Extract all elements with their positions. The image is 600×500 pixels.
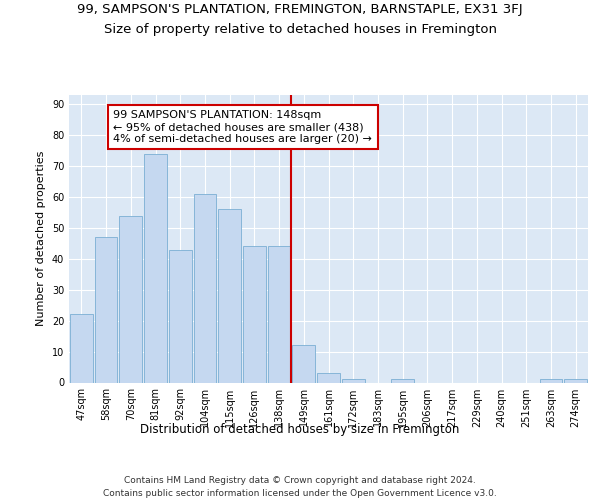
Bar	[342, 380, 365, 382]
Text: Size of property relative to detached houses in Fremington: Size of property relative to detached ho…	[104, 22, 497, 36]
Bar	[391, 380, 414, 382]
Bar	[218, 210, 241, 382]
Bar	[539, 380, 562, 382]
Bar	[70, 314, 93, 382]
Y-axis label: Number of detached properties: Number of detached properties	[36, 151, 46, 326]
Bar	[194, 194, 216, 382]
Bar	[169, 250, 191, 382]
Bar	[317, 373, 340, 382]
Bar	[292, 346, 315, 383]
Text: 99, SAMPSON'S PLANTATION, FREMINGTON, BARNSTAPLE, EX31 3FJ: 99, SAMPSON'S PLANTATION, FREMINGTON, BA…	[77, 2, 523, 16]
Bar	[144, 154, 167, 382]
Text: 99 SAMPSON'S PLANTATION: 148sqm
← 95% of detached houses are smaller (438)
4% of: 99 SAMPSON'S PLANTATION: 148sqm ← 95% of…	[113, 110, 373, 144]
Bar	[243, 246, 266, 382]
Text: Contains HM Land Registry data © Crown copyright and database right 2024.
Contai: Contains HM Land Registry data © Crown c…	[103, 476, 497, 498]
Bar	[119, 216, 142, 382]
Text: Distribution of detached houses by size in Fremington: Distribution of detached houses by size …	[140, 422, 460, 436]
Bar	[564, 380, 587, 382]
Bar	[268, 246, 290, 382]
Bar	[95, 237, 118, 382]
